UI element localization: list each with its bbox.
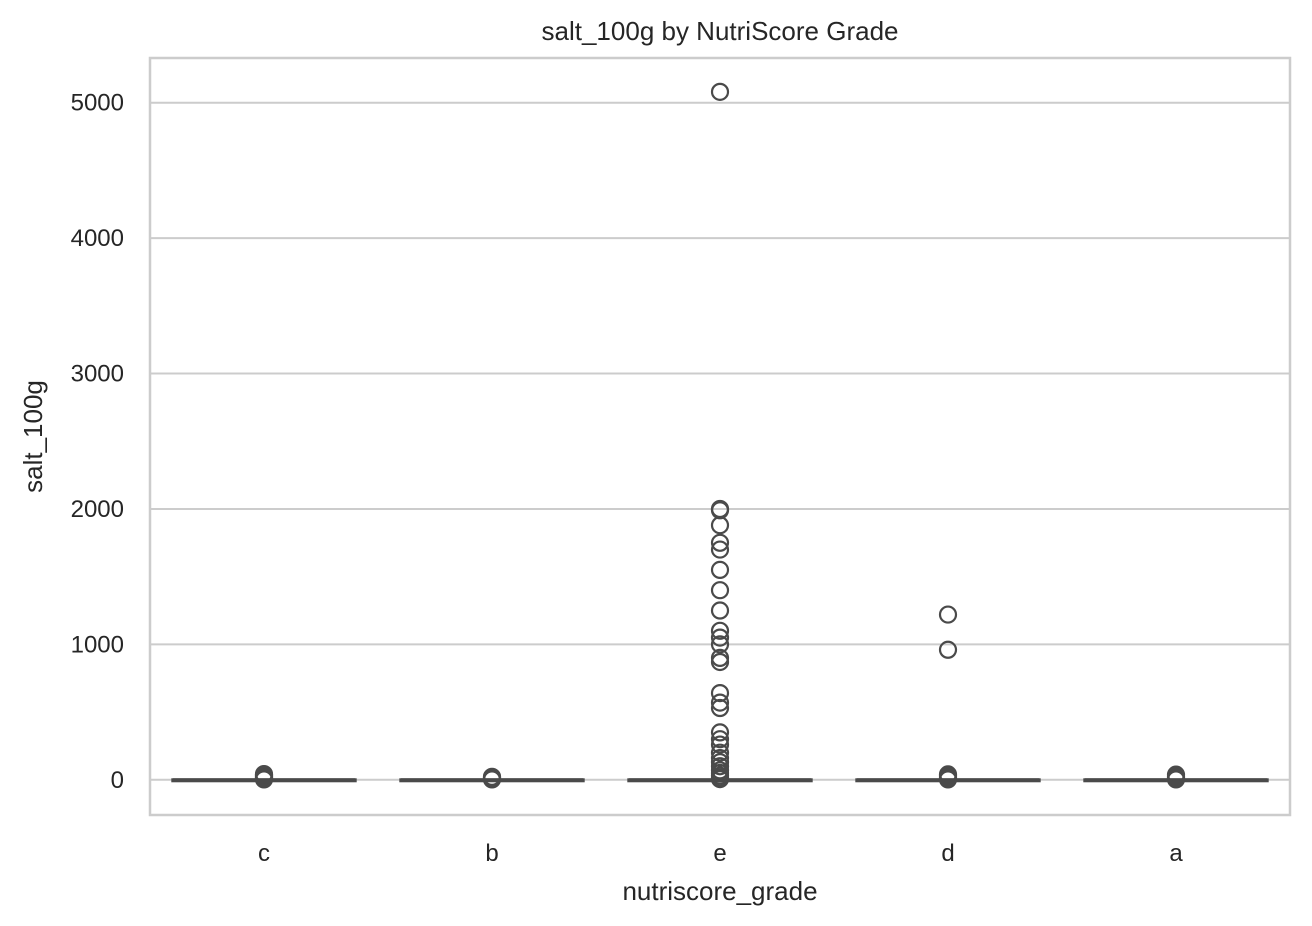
outlier-point — [938, 765, 958, 784]
chart-title: salt_100g by NutriScore Grade — [542, 16, 899, 46]
gridlines — [150, 101, 1290, 781]
outlier-point — [710, 601, 730, 620]
outlier-point — [710, 540, 730, 559]
x-tick-label: c — [258, 840, 270, 867]
outlier-point — [710, 723, 730, 742]
outlier-point — [710, 628, 730, 647]
x-axis-label: nutriscore_grade — [622, 876, 817, 906]
outlier-point — [710, 735, 730, 754]
y-axis-label: salt_100g — [18, 380, 48, 493]
y-tick-label: 0 — [111, 767, 124, 794]
outlier-point — [938, 605, 958, 624]
y-tick-label: 5000 — [71, 90, 124, 117]
plot-frame — [148, 56, 1292, 817]
y-tick-label: 4000 — [71, 225, 124, 252]
outlier-point — [710, 499, 730, 519]
outlier-point — [710, 560, 730, 579]
y-tick-label: 3000 — [71, 361, 124, 388]
outlier-point — [710, 749, 730, 768]
y-tick-label: 2000 — [71, 496, 124, 523]
outlier-point — [710, 743, 730, 762]
outlier-point — [938, 640, 958, 659]
outlier-point — [482, 767, 502, 786]
x-tick-label: d — [941, 840, 954, 867]
outlier-point — [710, 698, 730, 718]
y-ticks: 0 1000 2000 3000 4000 5000 — [71, 90, 124, 794]
outlier-point — [710, 635, 730, 654]
outlier-point — [710, 581, 730, 600]
outlier-point — [710, 693, 730, 712]
outlier-point — [254, 765, 274, 784]
boxes — [171, 82, 1269, 789]
outlier-point — [710, 684, 730, 703]
outlier-point — [710, 730, 730, 749]
box-group-e — [627, 82, 813, 789]
outlier-point — [710, 648, 730, 668]
outlier-point — [710, 82, 730, 101]
box-group-c — [171, 765, 357, 789]
x-tick-label: b — [485, 840, 498, 867]
outlier-point — [710, 621, 730, 640]
outlier-point — [710, 516, 730, 535]
outlier-point — [710, 533, 730, 552]
box-group-d — [855, 605, 1041, 789]
x-tick-label: e — [713, 840, 726, 867]
outlier-point — [1166, 765, 1186, 784]
x-tick-label: a — [1169, 840, 1183, 867]
box-group-a — [1083, 765, 1269, 789]
box-group-b — [399, 767, 585, 789]
y-tick-label: 1000 — [71, 631, 124, 658]
